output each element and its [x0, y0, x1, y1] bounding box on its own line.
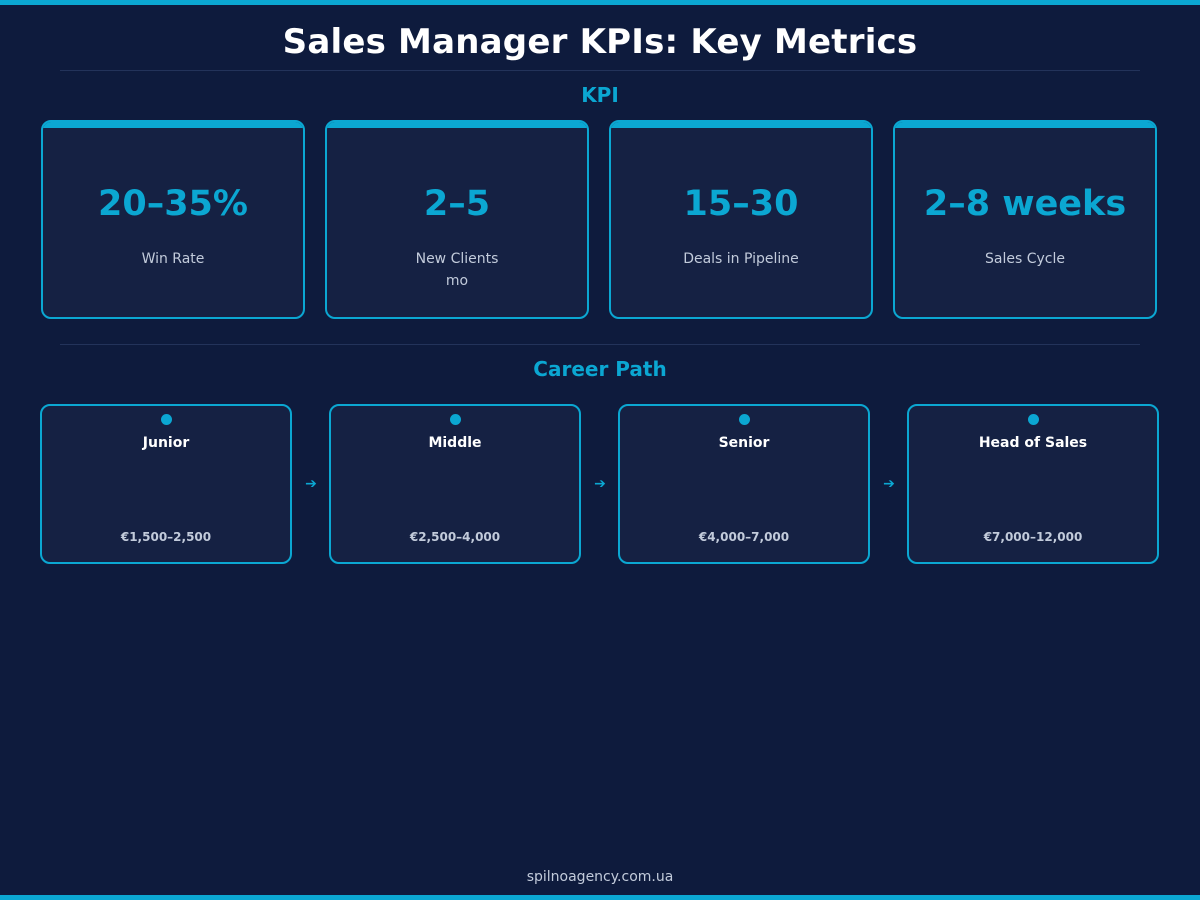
kpi-card-win-rate: 20–35% Win Rate	[41, 120, 305, 319]
arrow-right-icon: ➔	[594, 476, 606, 492]
career-step-head-of-sales: Head of Sales €7,000–12,000	[907, 404, 1159, 564]
career-step-salary: €7,000–12,000	[983, 530, 1083, 544]
title-divider	[60, 70, 1140, 71]
kpi-card-deals-in-pipeline: 15–30 Deals in Pipeline	[609, 120, 873, 319]
page-title: Sales Manager KPIs: Key Metrics	[282, 22, 918, 62]
kpi-label: Deals in Pipeline	[683, 251, 799, 267]
kpi-card-new-clients: 2–5 New Clients mo	[325, 120, 589, 319]
footer-link[interactable]: spilnoagency.com.ua	[526, 869, 674, 885]
kpi-value: 20–35%	[98, 184, 248, 224]
career-step-title: Senior	[718, 435, 770, 451]
kpi-heading: KPI	[581, 83, 619, 107]
dot-icon	[739, 414, 750, 425]
career-step-title: Head of Sales	[978, 435, 1088, 451]
arrow-right-icon: ➔	[305, 476, 317, 492]
kpi-card-cap	[43, 122, 303, 128]
top-accent-bar	[0, 0, 1200, 5]
career-step-middle: Middle €2,500–4,000	[329, 404, 581, 564]
career-step-salary: €2,500–4,000	[409, 530, 501, 544]
section-divider	[60, 344, 1140, 345]
kpi-value: 2–8 weeks	[923, 184, 1127, 224]
dot-icon	[1028, 414, 1039, 425]
kpi-label: Sales Cycle	[985, 251, 1065, 267]
career-path-heading: Career Path	[533, 357, 667, 381]
career-step-salary: €4,000–7,000	[698, 530, 790, 544]
kpi-card-cap	[895, 122, 1155, 128]
arrow-right-icon: ➔	[883, 476, 895, 492]
career-step-junior: Junior €1,500–2,500	[40, 404, 292, 564]
career-step-title: Middle	[428, 435, 482, 451]
career-step-title: Junior	[142, 435, 190, 451]
kpi-value: 2–5	[423, 184, 491, 224]
career-step-senior: Senior €4,000–7,000	[618, 404, 870, 564]
kpi-card-cap	[611, 122, 871, 128]
dot-icon	[161, 414, 172, 425]
kpi-value: 15–30	[683, 184, 799, 224]
bottom-accent-bar	[0, 895, 1200, 900]
career-step-salary: €1,500–2,500	[120, 530, 212, 544]
kpi-label: New Clients mo	[415, 251, 499, 289]
dot-icon	[450, 414, 461, 425]
kpi-card-cap	[327, 122, 587, 128]
kpi-card-sales-cycle: 2–8 weeks Sales Cycle	[893, 120, 1157, 319]
kpi-label: Win Rate	[141, 251, 205, 267]
